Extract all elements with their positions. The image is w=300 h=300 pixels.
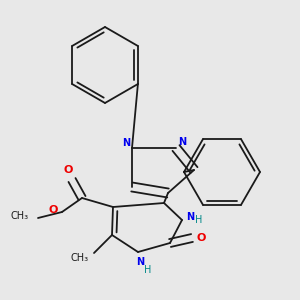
Text: N: N <box>122 138 130 148</box>
Text: O: O <box>63 165 73 175</box>
Text: O: O <box>48 205 58 215</box>
Text: CH₃: CH₃ <box>11 211 29 221</box>
Text: N: N <box>186 212 194 222</box>
Text: CH₃: CH₃ <box>71 253 89 263</box>
Text: N: N <box>136 257 144 267</box>
Text: N: N <box>178 137 186 147</box>
Text: O: O <box>196 233 206 243</box>
Text: H: H <box>144 265 152 275</box>
Text: H: H <box>195 215 203 225</box>
